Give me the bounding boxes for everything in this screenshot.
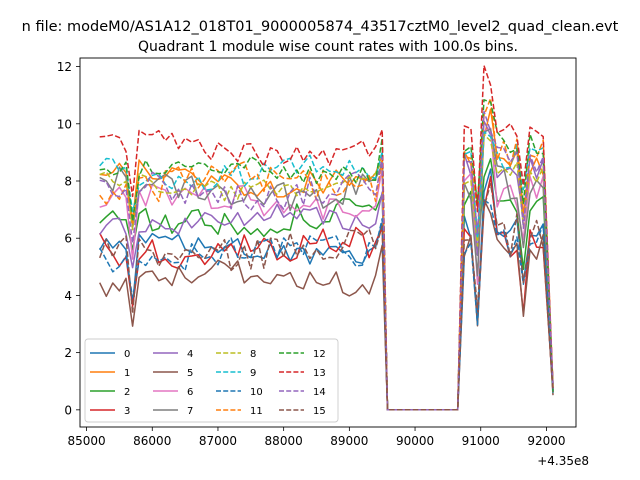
legend-label: 10 xyxy=(250,387,263,398)
series-line-2 xyxy=(99,158,554,411)
y-tick-label: 10 xyxy=(57,117,72,131)
legend-label: 1 xyxy=(124,368,130,379)
y-tick-label: 0 xyxy=(64,403,72,417)
x-tick-label: 87000 xyxy=(199,434,237,448)
x-tick-label: 86000 xyxy=(133,434,171,448)
legend-label: 15 xyxy=(313,406,326,417)
x-tick-label: 88000 xyxy=(265,434,303,448)
chart-title: Quadrant 1 module wise count rates with … xyxy=(138,39,518,55)
figure-suptitle: n file: modeM0/AS1A12_018T01_9000005874_… xyxy=(22,19,619,35)
legend-label: 0 xyxy=(124,349,130,360)
x-tick-label: 89000 xyxy=(330,434,368,448)
y-axis: 0 2 4 6 8 10 12 xyxy=(57,60,80,417)
y-tick-label: 6 xyxy=(64,232,72,246)
x-offset-label: +4.35e8 xyxy=(537,454,589,468)
x-tick-label: 91000 xyxy=(462,434,500,448)
x-axis: 85000 86000 87000 88000 89000 90000 91000 92000 xyxy=(67,427,566,448)
series-line-15 xyxy=(98,182,554,411)
series-line-4 xyxy=(99,120,554,411)
x-tick-label: 85000 xyxy=(67,434,105,448)
legend-label: 2 xyxy=(124,387,130,398)
legend-label: 13 xyxy=(313,368,326,379)
y-tick-label: 2 xyxy=(64,346,72,360)
x-tick-label: 92000 xyxy=(527,434,565,448)
y-tick-label: 8 xyxy=(64,175,72,189)
series-line-12 xyxy=(99,99,554,411)
series-line-0 xyxy=(99,168,554,411)
series-line-14 xyxy=(99,110,554,411)
legend-label: 12 xyxy=(313,349,326,360)
legend-label: 11 xyxy=(250,406,263,417)
legend-label: 7 xyxy=(187,406,193,417)
legend-label: 3 xyxy=(124,406,130,417)
series-line-6 xyxy=(99,127,554,411)
series-layer xyxy=(98,64,554,411)
legend-box xyxy=(84,338,339,423)
legend-label: 8 xyxy=(250,349,256,360)
legend-label: 9 xyxy=(250,368,256,379)
legend-label: 5 xyxy=(187,368,193,379)
plot-frame xyxy=(79,57,577,428)
series-line-13 xyxy=(99,64,554,411)
x-tick-label: 90000 xyxy=(396,434,434,448)
legend-label: 4 xyxy=(187,349,193,360)
series-line-7 xyxy=(99,128,554,411)
legend-label: 6 xyxy=(187,387,193,398)
series-line-8 xyxy=(99,133,554,411)
y-tick-label: 12 xyxy=(57,60,72,74)
legend-label: 14 xyxy=(313,387,326,398)
y-tick-label: 4 xyxy=(64,289,72,303)
